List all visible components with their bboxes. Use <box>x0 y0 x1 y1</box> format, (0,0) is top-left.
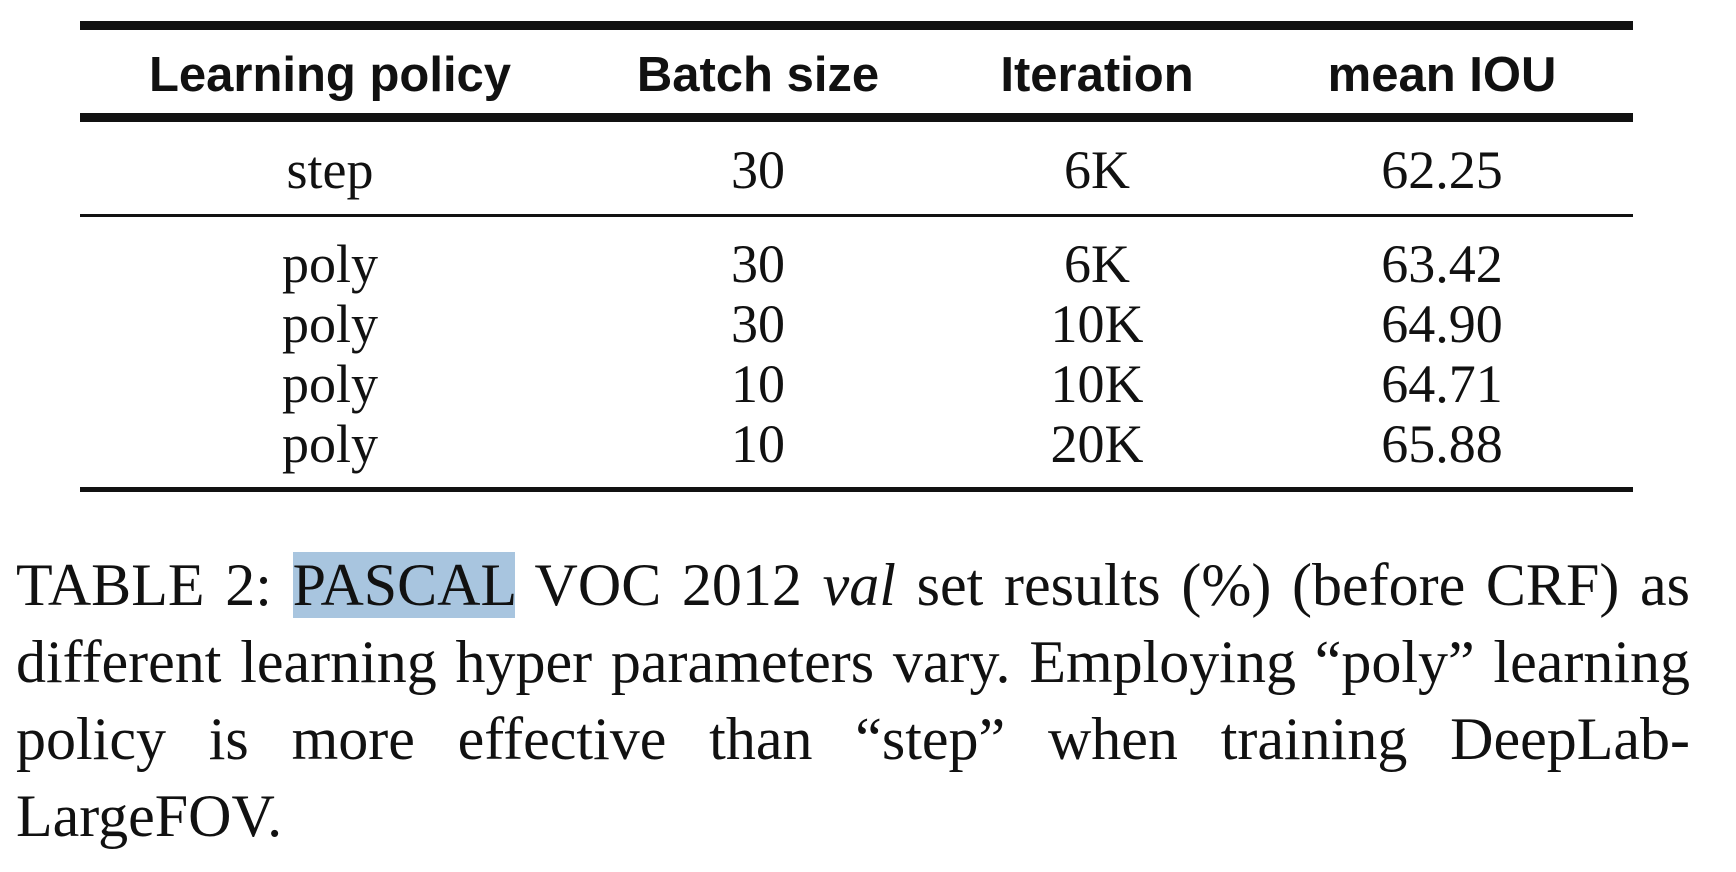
caption-label: TABLE 2: <box>16 552 272 618</box>
caption-text-part1: VOC 2012 <box>534 552 802 618</box>
table-top-rule <box>80 21 1633 30</box>
table-cell: 10 <box>731 354 785 414</box>
table-header-rule <box>80 113 1633 122</box>
table-cell: step <box>286 140 374 200</box>
header-batch-size: Batch size <box>636 48 880 102</box>
table-cell: 10 <box>731 414 785 474</box>
caption-highlighted-text[interactable]: PASCAL <box>292 552 515 618</box>
table-cell: 10K <box>1050 354 1144 414</box>
header-iteration: Iteration <box>1000 48 1194 102</box>
table-cell: 10K <box>1050 294 1144 354</box>
table-cell: 65.88 <box>1381 414 1503 474</box>
table-caption: TABLE 2: PASCAL VOC 2012 val set results… <box>16 547 1690 855</box>
caption-text-part2: set results (%) (before CRF) as differen… <box>16 552 1690 849</box>
table-bottom-rule <box>80 487 1633 492</box>
table-cell: 64.90 <box>1381 294 1503 354</box>
table-cell: 62.25 <box>1381 140 1503 200</box>
table-mid-rule <box>80 214 1633 217</box>
table-cell: 6K <box>1064 140 1130 200</box>
table-cell: 30 <box>731 294 785 354</box>
table-cell: 64.71 <box>1381 354 1503 414</box>
table-cell: poly <box>281 354 379 414</box>
header-mean-iou: mean IOU <box>1327 48 1557 102</box>
table-cell: 6K <box>1064 234 1130 294</box>
table-cell: 63.42 <box>1381 234 1503 294</box>
table-cell: poly <box>281 294 379 354</box>
caption-italic-val: val <box>822 552 896 618</box>
table-cell: poly <box>281 414 379 474</box>
table-cell: 30 <box>731 234 785 294</box>
table-cell: 20K <box>1050 414 1144 474</box>
table-cell: poly <box>281 234 379 294</box>
table-cell: 30 <box>731 140 785 200</box>
header-learning-policy: Learning policy <box>148 48 512 102</box>
